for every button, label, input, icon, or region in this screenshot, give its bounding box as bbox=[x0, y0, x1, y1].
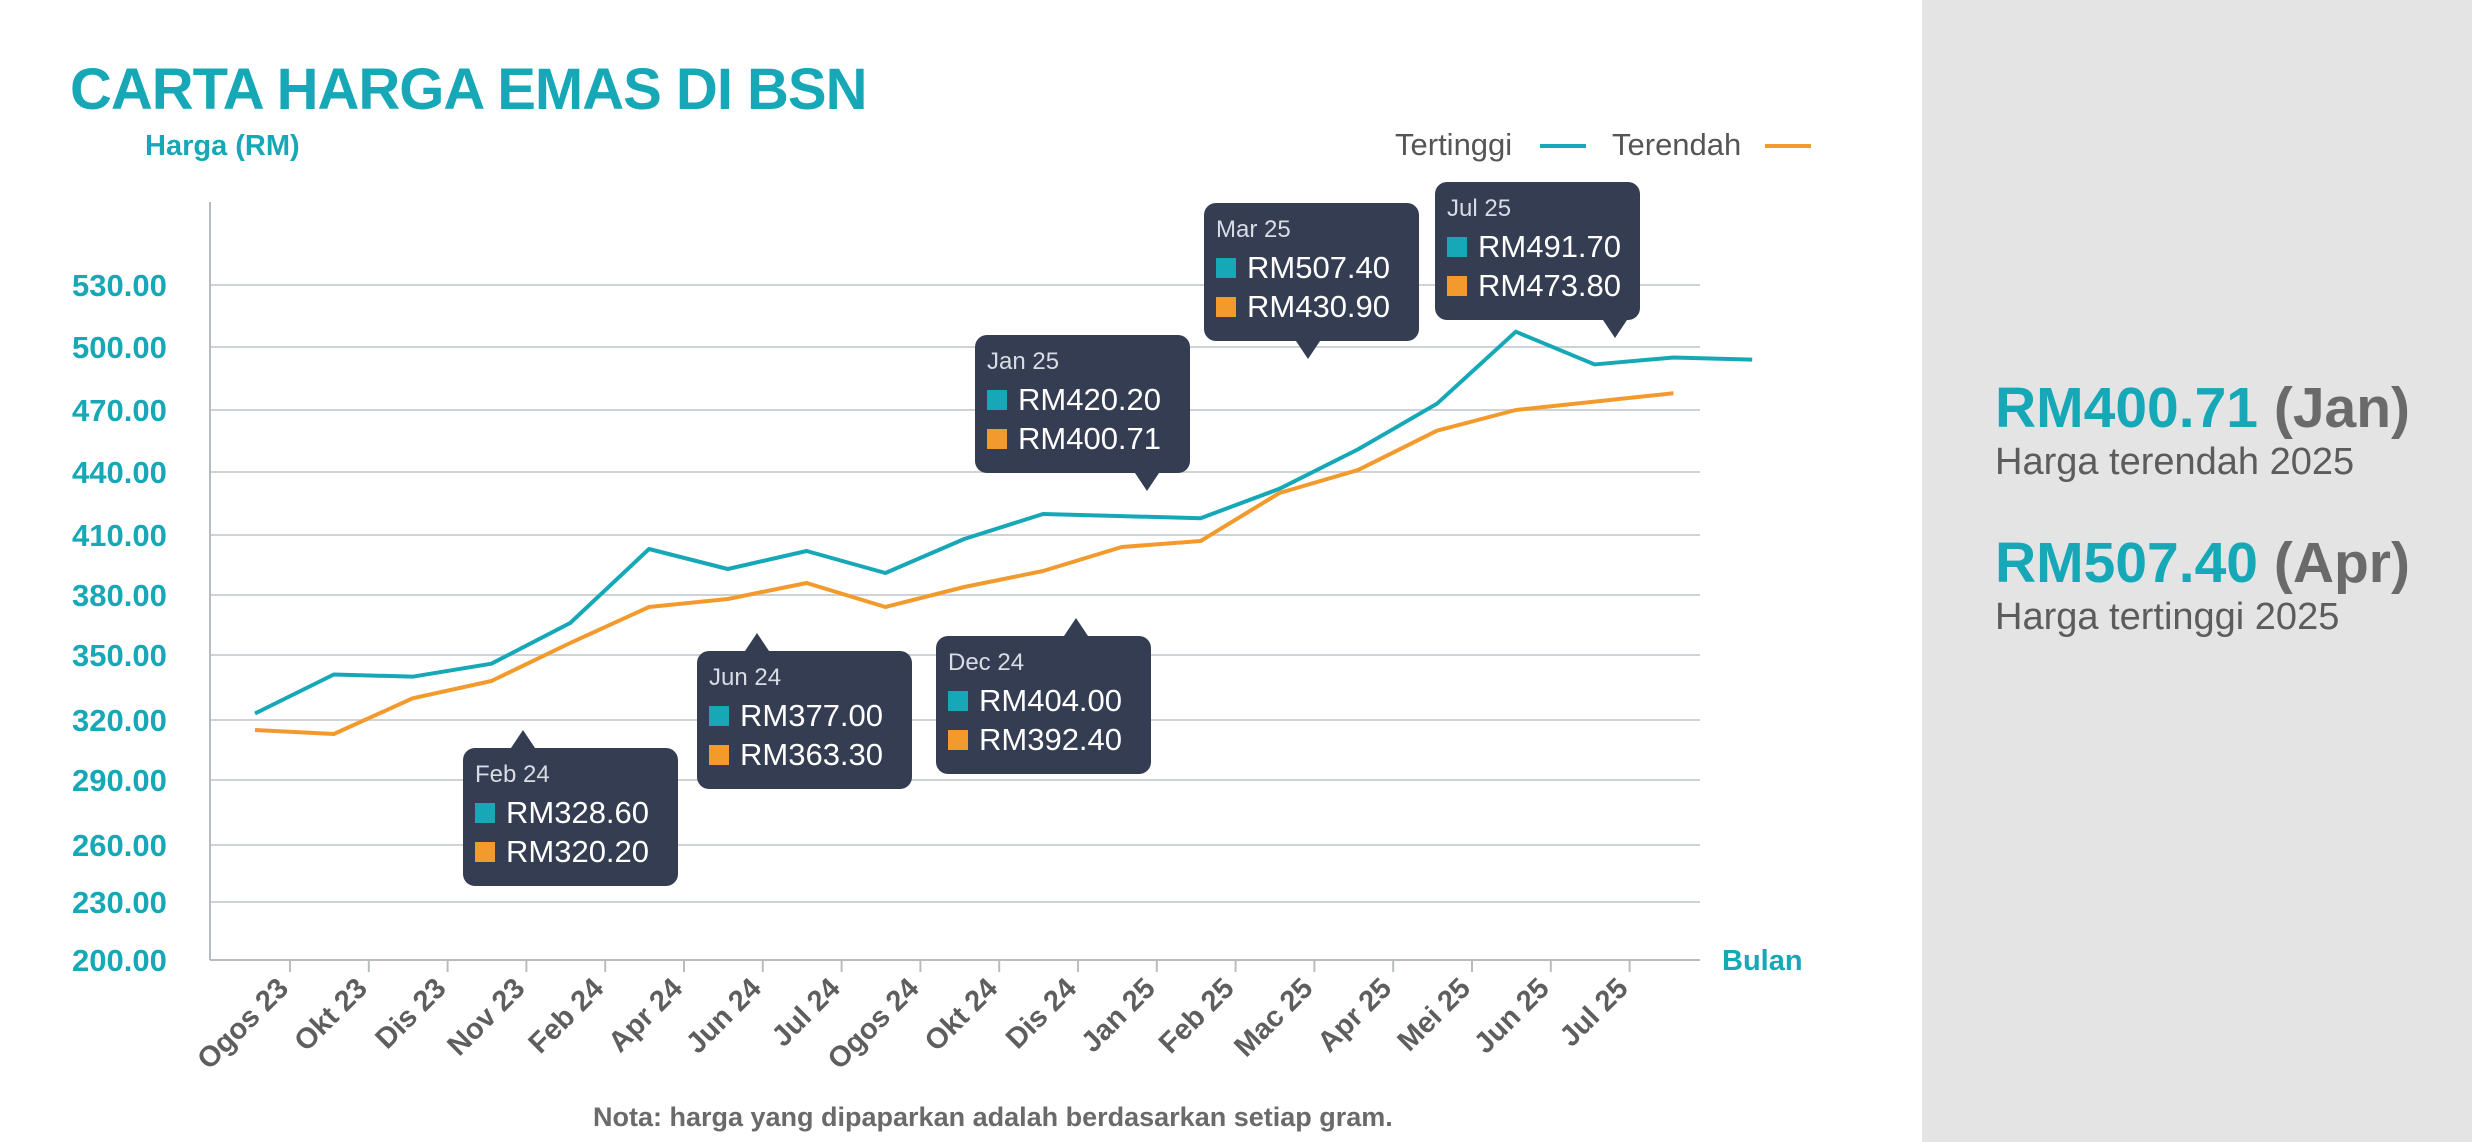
tooltip-pointer bbox=[1064, 618, 1088, 636]
tooltip-pointer bbox=[1296, 341, 1320, 359]
tooltip-swatch-low bbox=[475, 842, 495, 862]
x-tick-label: Apr 24 bbox=[602, 972, 688, 1058]
x-tick-label: Okt 24 bbox=[919, 972, 1004, 1057]
chart-svg: 200.00 230.00 260.00 290.00 320.00 350.00 380.… bbox=[72, 127, 1811, 1132]
tooltip-pointer bbox=[745, 633, 769, 651]
tooltip-swatch-high bbox=[1216, 258, 1236, 278]
tooltip-label: Feb 24 bbox=[475, 761, 550, 788]
x-tick-label: Dis 23 bbox=[369, 972, 452, 1055]
stat-lowest-caption: Harga terendah 2025 bbox=[1995, 441, 2355, 483]
y-tick-label: 530.00 bbox=[72, 268, 167, 303]
tooltip-value-low: RM430.90 bbox=[1247, 289, 1390, 324]
tooltip-pointer bbox=[1135, 473, 1159, 491]
y-tick-label: 470.00 bbox=[72, 393, 167, 428]
y-tick-label: 440.00 bbox=[72, 455, 167, 490]
tooltip-swatch-high bbox=[475, 803, 495, 823]
tooltip-value-low: RM473.80 bbox=[1478, 268, 1621, 303]
tooltip-box bbox=[697, 651, 912, 789]
tooltip-swatch-low bbox=[1216, 297, 1236, 317]
chart-title: CARTA HARGA EMAS DI BSN bbox=[70, 57, 868, 122]
tooltip-swatch-low bbox=[709, 745, 729, 765]
x-tick-label: Feb 25 bbox=[1153, 972, 1241, 1060]
x-tick-label: Feb 24 bbox=[523, 972, 611, 1060]
x-tick-label: Jun 25 bbox=[1468, 972, 1556, 1060]
tooltip-label: Jan 25 bbox=[987, 348, 1059, 375]
tooltip-value-high: RM420.20 bbox=[1018, 382, 1161, 417]
tooltip-value-high: RM328.60 bbox=[506, 795, 649, 830]
stat-lowest-2025: RM400.71 (Jan) Harga terendah 2025 bbox=[1995, 380, 2410, 484]
legend-label: Terendah bbox=[1612, 127, 1741, 162]
tooltip-label: Jun 24 bbox=[709, 664, 781, 691]
tooltip-box bbox=[463, 748, 678, 886]
tooltip-value-low: RM392.40 bbox=[979, 722, 1122, 757]
tooltip-label: Dec 24 bbox=[948, 649, 1024, 676]
stat-highest-2025: RM507.40 (Apr) Harga tertinggi 2025 bbox=[1995, 535, 2410, 639]
tooltip-label: Jul 25 bbox=[1447, 195, 1511, 222]
stat-highest-month: (Apr) bbox=[2273, 531, 2410, 595]
y-tick-label: 320.00 bbox=[72, 703, 167, 738]
tooltip-box bbox=[1204, 203, 1419, 341]
tooltip-value-low: RM363.30 bbox=[740, 737, 883, 772]
x-tick-label: Mac 25 bbox=[1228, 972, 1319, 1063]
tooltip-value-low: RM400.71 bbox=[1018, 421, 1161, 456]
y-axis-title: Harga (RM) bbox=[145, 130, 300, 162]
series-line-tertinggi bbox=[254, 329, 1753, 716]
tooltip-pointer bbox=[511, 730, 535, 748]
tooltip-label: Mar 25 bbox=[1216, 216, 1291, 243]
tooltip-swatch-low bbox=[987, 429, 1007, 449]
x-tick-label: Dis 24 bbox=[1000, 972, 1083, 1055]
stat-highest-value: RM507.40 bbox=[1995, 531, 2258, 595]
tooltip-value-high: RM377.00 bbox=[740, 698, 883, 733]
stat-lowest-month: (Jan) bbox=[2273, 376, 2411, 440]
y-tick-label: 500.00 bbox=[72, 330, 167, 365]
tooltip-value-high: RM507.40 bbox=[1247, 250, 1390, 285]
stat-highest-value-line: RM507.40 (Apr) bbox=[1995, 535, 2410, 592]
stat-highest-caption: Harga tertinggi 2025 bbox=[1995, 596, 2340, 638]
x-tick-label: Jan 25 bbox=[1075, 972, 1161, 1058]
x-tick-label: Nov 23 bbox=[441, 972, 531, 1062]
footnote: Nota: harga yang dipaparkan adalah berda… bbox=[593, 1102, 1393, 1132]
x-tick-label: Okt 23 bbox=[288, 972, 373, 1057]
side-panel bbox=[1922, 0, 2472, 1142]
tooltip-box bbox=[936, 636, 1151, 774]
x-tick-label: Apr 25 bbox=[1312, 972, 1398, 1058]
tooltip-swatch-low bbox=[948, 730, 968, 750]
tooltip-box bbox=[1435, 182, 1640, 320]
tooltip-value-high: RM491.70 bbox=[1478, 229, 1621, 264]
x-tick-label: Ogos 23 bbox=[191, 972, 295, 1076]
series-line-terendah bbox=[254, 391, 1674, 736]
tooltip-box bbox=[975, 335, 1190, 473]
tooltip-swatch-high bbox=[1447, 237, 1467, 257]
stat-lowest-value-line: RM400.71 (Jan) bbox=[1995, 380, 2410, 437]
x-tick-label: Mei 25 bbox=[1392, 972, 1477, 1057]
y-tick-label: 260.00 bbox=[72, 828, 167, 863]
legend-label: Tertinggi bbox=[1395, 127, 1512, 162]
tooltip-swatch-high bbox=[709, 706, 729, 726]
tooltip-value-low: RM320.20 bbox=[506, 834, 649, 869]
tooltip-swatch-low bbox=[1447, 276, 1467, 296]
y-tick-label: 380.00 bbox=[72, 578, 167, 613]
y-tick-label: 410.00 bbox=[72, 518, 167, 553]
stat-lowest-value: RM400.71 bbox=[1995, 376, 2258, 440]
tooltip-swatch-high bbox=[987, 390, 1007, 410]
y-tick-label: 200.00 bbox=[72, 943, 167, 978]
y-tick-label: 350.00 bbox=[72, 638, 167, 673]
x-tick-label: Jun 24 bbox=[680, 972, 768, 1060]
y-tick-label: 290.00 bbox=[72, 763, 167, 798]
tooltip-swatch-high bbox=[948, 691, 968, 711]
x-tick-label: Jul 25 bbox=[1554, 972, 1635, 1053]
tooltip-value-high: RM404.00 bbox=[979, 683, 1122, 718]
y-tick-label: 230.00 bbox=[72, 885, 167, 920]
tooltip-pointer bbox=[1603, 320, 1627, 338]
x-axis-title: Bulan bbox=[1722, 945, 1803, 977]
